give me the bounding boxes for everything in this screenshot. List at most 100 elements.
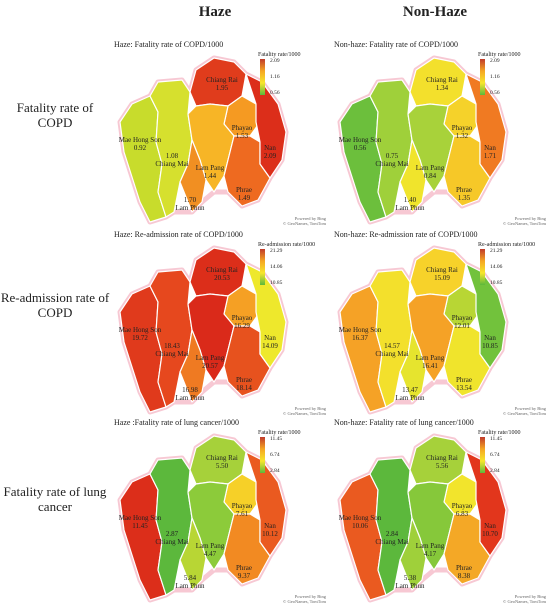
map-title: Non-haze: Fatality rate of COPD/1000 xyxy=(334,40,458,49)
credit-line: Powered by Bing xyxy=(514,406,546,411)
column-header-nonhaze: Non-Haze xyxy=(402,4,468,20)
province-value: 14.09 xyxy=(262,342,278,350)
province-name: Mae Hong Son xyxy=(118,514,162,522)
legend-max: 2.09 xyxy=(490,58,500,64)
color-legend: Re-admission rate/1000 21.29 14.06 10.85 xyxy=(258,242,328,286)
color-legend: Fatality rate/1000 2.09 1.16 0.56 xyxy=(478,52,548,96)
color-legend: Fatality rate/1000 11.45 6.74 2.84 xyxy=(478,430,548,474)
legend-title: Fatality rate/1000 xyxy=(478,430,521,436)
legend-min: 2.84 xyxy=(490,468,500,474)
province-label-lam-phun: 5.84 Lam Phun xyxy=(176,574,205,590)
province-map xyxy=(117,55,289,225)
legend-min: 2.84 xyxy=(270,468,280,474)
map-panel: Haze :Fatality rate of lung cancer/1000 C… xyxy=(110,418,330,606)
province-name: Nan xyxy=(484,334,496,342)
map-credit: Powered by Bing © GeoNames, TomTom xyxy=(283,594,326,604)
province-phrae xyxy=(443,325,491,397)
province-value: 4.47 xyxy=(203,550,217,558)
province-nan xyxy=(245,451,287,557)
map-credit: Powered by Bing © GeoNames, TomTom xyxy=(283,216,326,226)
province-label-lam-phun: 1.40 Lam Phun xyxy=(396,196,425,212)
credit-line: Powered by Bing xyxy=(514,216,546,221)
map-credit: Powered by Bing © GeoNames, TomTom xyxy=(503,216,546,226)
province-name: Phrae xyxy=(236,376,252,384)
legend-title: Re-admission rate/1000 xyxy=(478,242,536,248)
province-value: 7.61 xyxy=(235,510,249,518)
legend-mid: 14.06 xyxy=(490,264,503,270)
province-value: 19.72 xyxy=(132,334,148,342)
province-value: 5.38 xyxy=(403,574,417,582)
province-label-chiang-mai: 2.87 Chiang Mai xyxy=(155,530,188,546)
province-name: Chiang Mai xyxy=(155,538,189,546)
legend-min: 0.56 xyxy=(270,90,280,96)
province-name: Chiang Rai xyxy=(206,76,238,84)
legend-mid: 14.06 xyxy=(270,264,283,270)
province-phrae xyxy=(223,513,271,585)
color-legend: Fatality rate/1000 2.09 1.16 0.56 xyxy=(258,52,328,96)
province-lam-phun xyxy=(179,517,207,591)
province-value: 10.12 xyxy=(262,530,278,538)
province-nan xyxy=(245,263,287,369)
map-title: Non-haze: Fatality rate of lung cancer/1… xyxy=(334,418,474,427)
province-value: 4.17 xyxy=(423,550,437,558)
province-name: Phayao xyxy=(451,502,473,510)
province-label-phrae: Phrae 13.54 xyxy=(456,376,472,392)
province-name: Phayao xyxy=(231,124,253,132)
legend-title: Re-admission rate/1000 xyxy=(258,242,316,248)
province-label-lam-pang: Lam Pang 4.47 xyxy=(196,542,225,558)
province-label-chiang-mai: 14.57 Chiang Mai xyxy=(375,342,408,358)
color-legend: Fatality rate/1000 11.45 6.74 2.84 xyxy=(258,430,328,474)
row-label-copd-readmission: Re-admission rate of COPD xyxy=(0,290,110,320)
province-phrae xyxy=(443,513,491,585)
legend-min: 10.85 xyxy=(270,280,283,286)
province-label-chiang-rai: Chiang Rai 15.09 xyxy=(426,266,458,282)
province-phrae xyxy=(443,135,491,207)
legend-title: Fatality rate/1000 xyxy=(478,52,521,58)
province-name: Chiang Mai xyxy=(375,160,409,168)
province-name: Nan xyxy=(484,144,496,152)
province-name: Phayao xyxy=(451,124,473,132)
province-name: Chiang Mai xyxy=(375,538,409,546)
legend-gradient-bar xyxy=(260,437,265,473)
province-label-lam-pang: Lam Pang 20.57 xyxy=(196,354,225,370)
credit-line: © GeoNames, TomTom xyxy=(282,599,326,604)
province-label-chiang-rai: Chiang Rai 1.34 xyxy=(426,76,458,92)
province-label-lam-phun: 13.47 Lam Phun xyxy=(396,386,425,402)
province-name: Lam Phun xyxy=(395,582,425,590)
map-title: Haze: Fatality rate of COPD/1000 xyxy=(114,40,224,49)
province-value: 16.98 xyxy=(182,386,198,394)
province-label-phayao: Phayao 6.83 xyxy=(452,502,473,518)
province-label-nan: Nan 1.71 xyxy=(484,144,496,160)
province-label-phayao: Phayao 7.61 xyxy=(232,502,253,518)
row-label-lung-cancer-fatality: Fatality rate of lung cancer xyxy=(3,484,107,514)
province-name: Lam Pang xyxy=(415,164,445,172)
province-name: Phayao xyxy=(231,502,253,510)
map-credit: Powered by Bing © GeoNames, TomTom xyxy=(503,406,546,416)
map-panel: Haze: Re-admission rate of COPD/1000 Chia… xyxy=(110,230,330,418)
province-name: Lam Phun xyxy=(175,204,205,212)
province-value: 0.92 xyxy=(133,144,147,152)
province-map xyxy=(337,245,509,415)
map-title: Non-haze: Re-admission rate of COPD/1000 xyxy=(334,230,478,239)
province-name: Phrae xyxy=(236,186,252,194)
province-name: Nan xyxy=(484,522,496,530)
province-value: 13.54 xyxy=(456,384,472,392)
credit-line: © GeoNames, TomTom xyxy=(502,599,546,604)
province-value: 12.01 xyxy=(454,322,470,330)
province-value: 5.84 xyxy=(183,574,197,582)
province-value: 13.47 xyxy=(402,386,418,394)
province-value: 1.40 xyxy=(403,196,417,204)
province-value: 10.06 xyxy=(352,522,368,530)
credit-line: © GeoNames, TomTom xyxy=(282,411,326,416)
map-credit: Powered by Bing © GeoNames, TomTom xyxy=(283,406,326,416)
province-value: 1.44 xyxy=(203,172,217,180)
province-value: 10.85 xyxy=(482,342,498,350)
province-label-nan: Nan 10.12 xyxy=(262,522,278,538)
province-label-phayao: Phayao 1.53 xyxy=(232,124,253,140)
province-label-lam-phun: 5.38 Lam Phun xyxy=(396,574,425,590)
province-name: Phrae xyxy=(456,564,472,572)
province-name: Lam Pang xyxy=(195,354,225,362)
map-panel: Non-haze: Re-admission rate of COPD/1000… xyxy=(330,230,550,418)
province-label-chiang-rai: Chiang Rai 20.53 xyxy=(206,266,238,282)
legend-mid: 6.74 xyxy=(270,452,280,458)
